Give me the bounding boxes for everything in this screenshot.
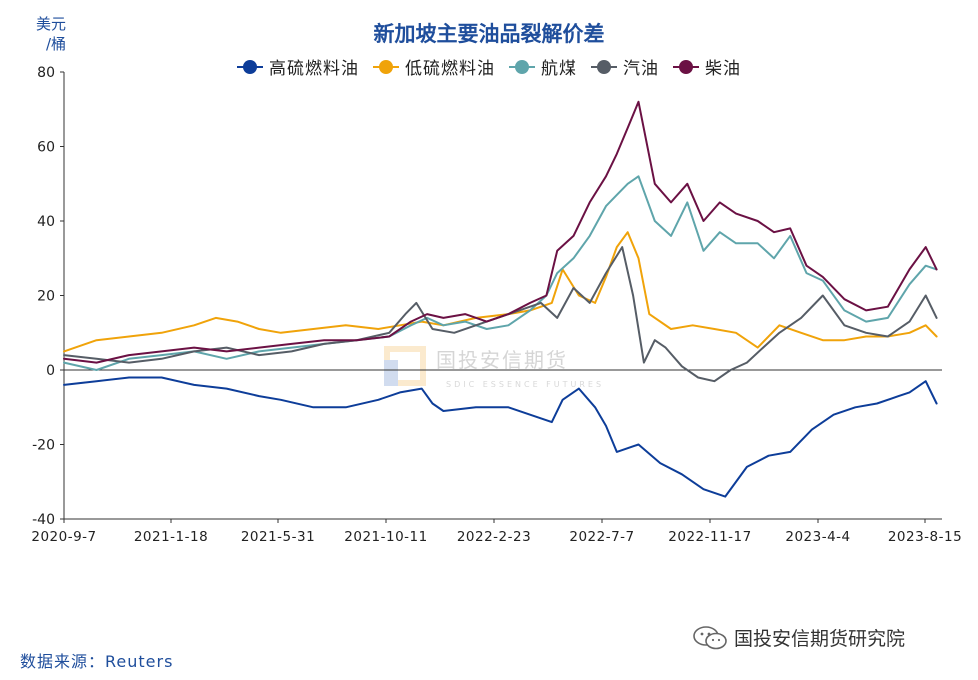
series-line-1 [63, 231, 938, 353]
legend-item-hsfo: 高硫燃料油 [237, 54, 359, 79]
legend-label-diesel: 柴油 [705, 59, 741, 79]
y-tick-label: -40 [32, 512, 55, 528]
brand: 国投安信期货研究院 [692, 624, 905, 651]
watermark: 国投安信期货 [436, 348, 568, 372]
series-line-3 [63, 246, 938, 383]
y-tick-label: 80 [37, 65, 55, 81]
x-tick-label: 2023-8-15 [888, 529, 962, 545]
legend-label-gasoline: 汽油 [623, 59, 659, 79]
legend-item-lsfo: 低硫燃料油 [373, 54, 495, 79]
x-tick-label: 2022-11-17 [668, 529, 751, 545]
legend-item-jet: 航煤 [509, 54, 577, 79]
x-tick-label: 2022-7-7 [569, 529, 634, 545]
x-tick-label: 2021-5-31 [241, 529, 315, 545]
x-tick-label: 2022-2-23 [457, 529, 531, 545]
brand-name: 国投安信期货研究院 [734, 628, 906, 650]
legend-swatch-diesel [673, 59, 699, 74]
legend-swatch-jet [509, 59, 535, 74]
x-tick-label: 2021-1-18 [134, 529, 208, 545]
series-line-2 [63, 175, 938, 371]
series-lines [63, 100, 938, 498]
watermark-sub: SDIC ESSENCE FUTURES [446, 380, 605, 389]
x-tick-label: 2023-4-4 [785, 529, 850, 545]
axes: -40 -20 0 20 40 60 80 2020-9-7 2021-1-18 2021-5-3… [31, 65, 962, 545]
y-tick-label: 40 [37, 214, 55, 230]
y-tick-label: 20 [37, 289, 55, 305]
legend-item-gasoline: 汽油 [591, 54, 659, 79]
legend-swatch-lsfo [373, 59, 399, 74]
x-tick-label: 2021-10-11 [344, 529, 427, 545]
series-line-0 [63, 376, 938, 498]
y-tick-label: 60 [37, 140, 55, 156]
watermark-logo [384, 346, 426, 386]
source-note: 数据来源：Reuters [20, 652, 174, 671]
y-unit-label: 美元 /桶 [35, 15, 66, 53]
y-tick-label: -20 [32, 438, 55, 454]
legend-label-lsfo: 低硫燃料油 [405, 59, 495, 79]
legend-item-diesel: 柴油 [673, 54, 741, 79]
y-tick-label: 0 [46, 363, 55, 379]
chart-title: 新加坡主要油品裂解价差 [373, 22, 605, 46]
series-line-4 [63, 100, 938, 364]
x-tick-label: 2020-9-7 [31, 529, 96, 545]
wechat-icon [693, 625, 727, 649]
legend: 高硫燃料油 低硫燃料油 航煤 汽油 柴油 [0, 54, 978, 79]
legend-swatch-gasoline [591, 59, 617, 74]
legend-swatch-hsfo [237, 59, 263, 74]
legend-label-jet: 航煤 [541, 59, 577, 79]
legend-label-hsfo: 高硫燃料油 [269, 59, 359, 79]
